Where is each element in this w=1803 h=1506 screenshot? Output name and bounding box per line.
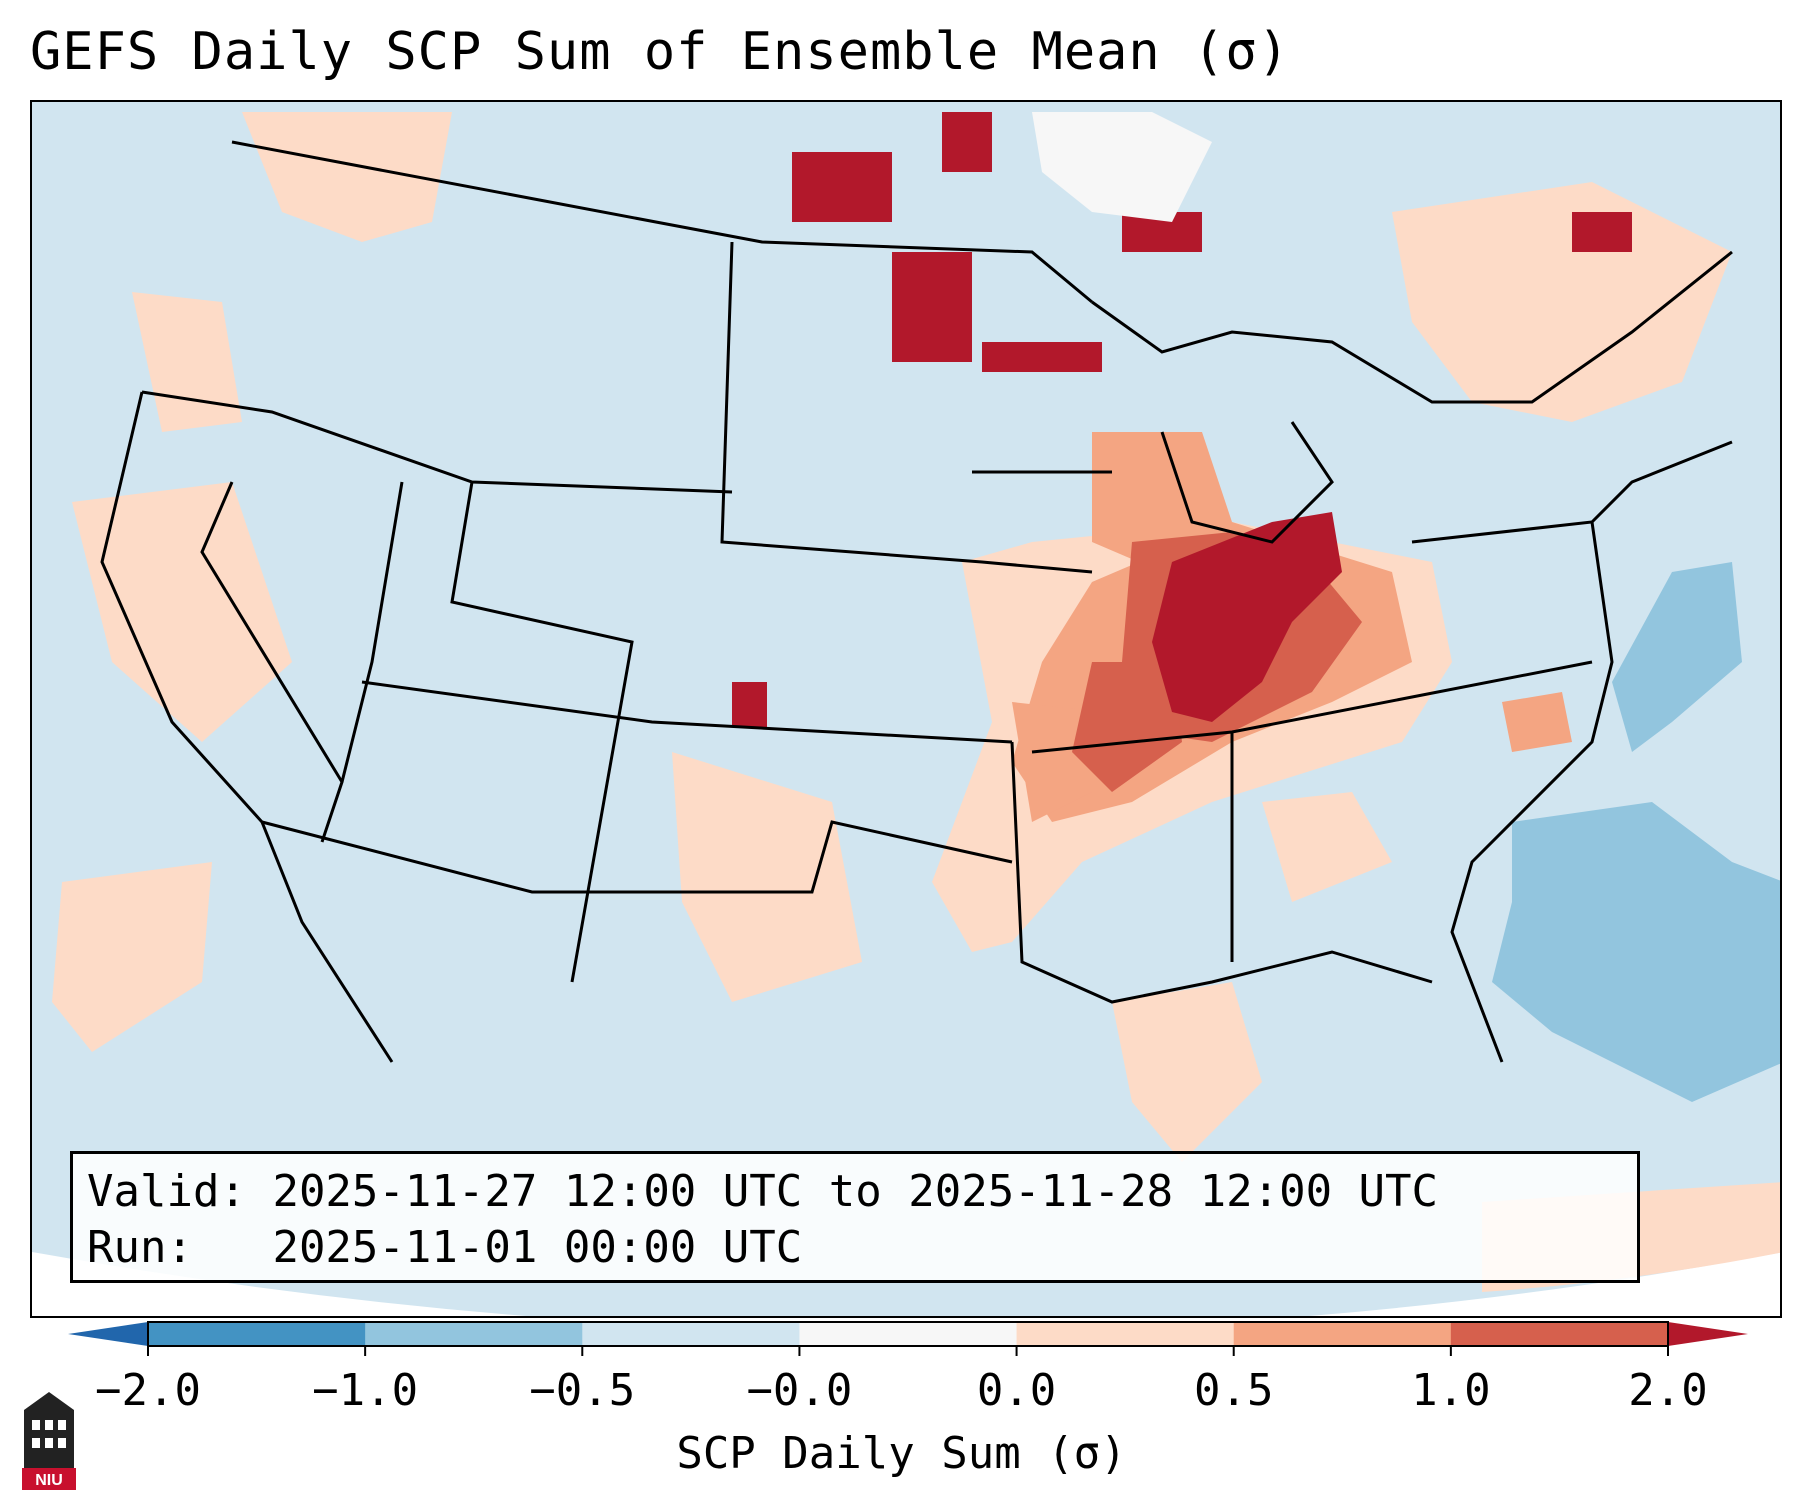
colorbar-bin [148,1322,366,1346]
california-positive [72,482,292,742]
oregon-idaho-line [141,390,733,494]
plains-line [720,241,1093,574]
minnesota-max [982,342,1102,372]
map-domain [32,102,1780,1316]
pacific-nw-positive [242,112,452,242]
colorbar-tick-labels: −2.0 −1.0 −0.5 −0.0 0.0 0.5 1.0 2.0 [0,1365,1803,1425]
west-texas-positive [672,752,862,1002]
negative-areas [1492,562,1780,1102]
map-svg [32,102,1780,1316]
logo-roof-icon [24,1392,74,1410]
colorbar-under-arrow [68,1322,148,1346]
us-canada-border [231,140,1093,304]
colorbar-bin [582,1322,800,1346]
near-zero-areas [1032,112,1212,222]
colorbar-tick-label: −2.0 [95,1365,201,1416]
atlantic-negative-north [1612,562,1742,752]
colorbar-over-arrow [1668,1322,1748,1346]
logo-badge [22,1468,76,1490]
virginia-medium [1502,692,1572,752]
pacific-offshore-positive [52,862,212,1052]
run-label: Run: [87,1222,193,1273]
canada-max [942,112,992,172]
colorbar-label: SCP Daily Sum (σ) [676,1428,1127,1479]
great-lakes [1160,421,1334,544]
canada-border-east [1091,250,1733,404]
colorbar-tick-marks [147,1346,1669,1356]
california-nevada-line [200,481,344,843]
colorbar-bins [148,1322,1669,1346]
colorbar-bin [1450,1322,1669,1346]
chart-title: GEFS Daily SCP Sum of Ensemble Mean (σ) [30,22,1290,82]
colorbar-tick-label: 1.0 [1411,1365,1491,1416]
indiana-max [1152,512,1342,722]
nevada-utah-line [340,481,404,783]
colorbar-tick-label: 2.0 [1628,1365,1708,1416]
valid-label: Valid: [87,1166,246,1217]
colorbar-bin [365,1322,583,1346]
map-panel: Valid: 2025-11-27 12:00 UTC to 2025-11-2… [30,100,1782,1318]
oregon-positive [132,292,242,432]
max-positive-areas [732,112,1632,727]
gulf-coast [1010,741,1433,1004]
run-time: 2025-11-01 00:00 UTC [272,1222,803,1273]
validity-info-box: Valid: 2025-11-27 12:00 UTC to 2025-11-2… [70,1151,1640,1283]
colorbar-bin [1233,1322,1452,1346]
utah-colorado-line [450,481,634,983]
colorbar-tick-label: 0.5 [1193,1365,1274,1416]
west-coast [100,391,394,1063]
colorbar-tick-label: −0.0 [746,1365,853,1416]
colorbar-outline [147,1321,1669,1347]
atlantic-negative-south [1492,802,1780,1102]
valid-range: 2025-11-27 12:00 UTC to 2025-11-28 12:00… [272,1166,1439,1217]
colorbar-bin [799,1322,1018,1346]
colorbar-tick-label: −1.0 [312,1365,419,1416]
quebec-max [1572,212,1632,252]
southern-border [261,820,1013,894]
colorbar [68,1321,1748,1356]
montana-max [792,152,892,222]
colorbar-tick-label: 0.0 [976,1365,1057,1416]
east-coast [1450,521,1614,1063]
four-corners-line [361,680,1013,744]
northeast-line [1411,440,1733,544]
colorbar-tick-label: −0.5 [529,1365,636,1416]
canada-white [1032,112,1212,222]
colorbar-bin [1016,1322,1235,1346]
niu-logo: NIU [22,1392,76,1490]
northeast-positive [1392,182,1732,422]
colorado-max [732,682,767,727]
illinois-strong [1072,662,1182,792]
logo-text: NIU [35,1472,63,1489]
carolinas-positive [1262,792,1392,902]
dakotas-max [892,252,972,362]
logo-windows-icon [32,1420,66,1448]
boundary-lines [100,140,1733,1063]
gulf-positive [1112,982,1262,1162]
